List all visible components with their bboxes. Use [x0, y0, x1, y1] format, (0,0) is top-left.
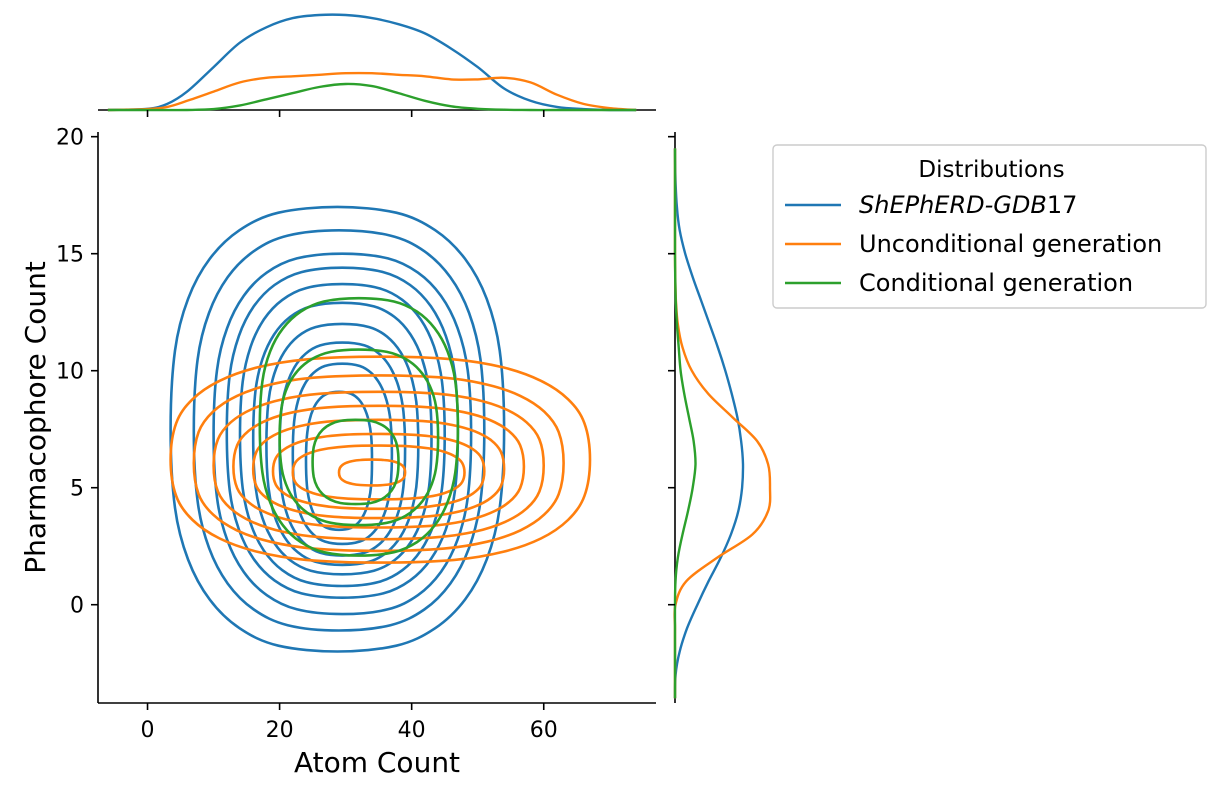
contour-series-1-level-2: [212, 390, 545, 541]
contour-series-2-level-2: [311, 418, 400, 506]
y-tick-label-0: 0: [70, 594, 84, 619]
legend-label-italic-part: ShEPhERD-GDB: [859, 191, 1047, 219]
contour-series-2-level-0: [258, 296, 460, 557]
marginal-x-series-0: [107, 13, 637, 112]
y-axis-label: Pharmacophore Count: [19, 261, 52, 574]
contour-series-1-level-7: [337, 458, 407, 487]
marginal-x-series-1: [107, 71, 637, 112]
contour-series-1-level-3: [232, 404, 526, 529]
axes-layer: 0 20 40 60 0 5 10 15 20: [56, 110, 675, 743]
contour-series-1-level-5: [271, 432, 486, 511]
contour-series-0-level-0: [169, 205, 506, 653]
contour-series-0-level-9: [304, 390, 374, 532]
contour-series-0-level-2: [212, 252, 473, 616]
contour-series-0-level-5: [251, 301, 433, 576]
y-tick-label-15: 15: [56, 243, 84, 268]
contour-series-0-level-3: [225, 266, 460, 599]
legend-label-suffix: 17: [1047, 191, 1078, 219]
y-tick-label-20: 20: [56, 126, 84, 151]
legend-title: Distributions: [918, 157, 1064, 183]
x-tick-label-40: 40: [398, 718, 426, 743]
x-tick-label-20: 20: [266, 718, 294, 743]
marginal-y-series-1: [673, 148, 772, 699]
legend-label-0: ShEPhERD-GDB17: [859, 191, 1077, 219]
contour-layer: [169, 205, 592, 653]
legend-label-2: Conditional generation: [859, 269, 1133, 297]
x-tick-label-60: 60: [530, 718, 558, 743]
legend-frame: [772, 144, 1207, 309]
contour-series-1-level-0: [169, 355, 592, 564]
legend: Distributions ShEPhERD-GDB17 Unconditiona…: [772, 144, 1207, 309]
right-marginal-plot: [673, 132, 772, 703]
series-0-contours: [169, 205, 506, 653]
series-2-contours: [258, 296, 460, 557]
contour-series-1-level-4: [251, 418, 506, 520]
contour-series-2-level-1: [278, 348, 440, 527]
top-marginal-plot: [98, 13, 656, 112]
contour-series-0-level-8: [291, 362, 394, 546]
legend-items: ShEPhERD-GDB17 Unconditional generation Co…: [785, 191, 1162, 297]
contour-series-0-level-1: [192, 229, 486, 632]
x-axis-label: Atom Count: [294, 746, 460, 779]
y-tick-label-10: 10: [56, 360, 84, 385]
contour-series-1-level-1: [192, 374, 565, 553]
marginal-y-series-0: [673, 148, 745, 699]
y-tick-label-5: 5: [70, 477, 84, 502]
x-tick-label-0: 0: [141, 718, 155, 743]
series-1-contours: [169, 355, 592, 564]
contour-series-0-level-4: [238, 282, 446, 588]
marginal-x-series-2: [107, 82, 637, 112]
legend-label-1: Unconditional generation: [859, 230, 1162, 258]
contour-series-1-level-6: [291, 444, 466, 501]
